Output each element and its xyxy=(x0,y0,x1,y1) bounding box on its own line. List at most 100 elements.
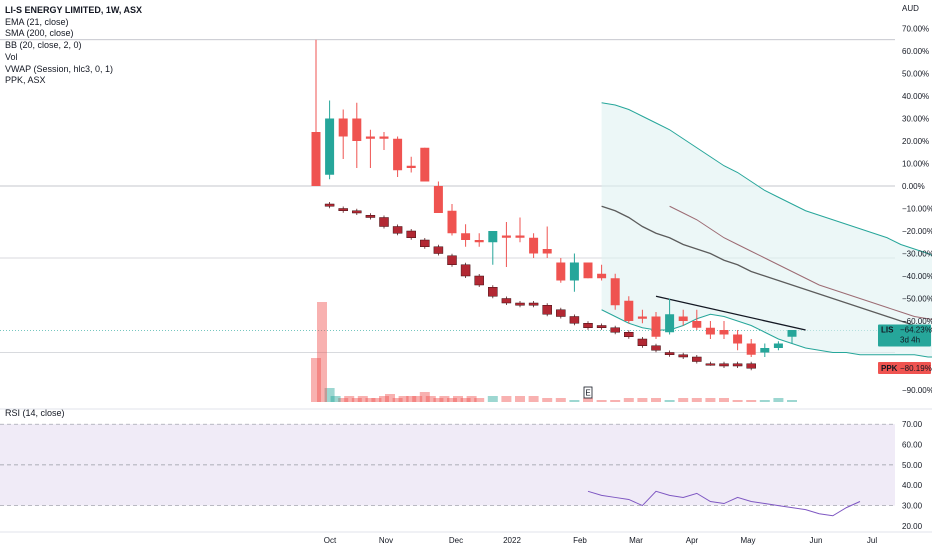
volume-bar xyxy=(515,396,525,402)
volume-bar xyxy=(555,398,566,402)
volume-bar xyxy=(542,398,553,402)
ppk-candle-body xyxy=(515,302,525,306)
rsi-axis-tick: 60.00 xyxy=(902,441,923,450)
volume-bar xyxy=(433,398,444,402)
rsi-legend[interactable]: RSI (14, close) xyxy=(5,408,65,418)
volume-bar xyxy=(501,396,512,402)
volume-bar xyxy=(651,398,661,402)
ppk-candle-body xyxy=(420,239,430,247)
ppk-candle-body xyxy=(488,287,498,297)
ppk-tag-symbol: PPK xyxy=(881,364,898,373)
lis-candle-body xyxy=(365,136,375,139)
legend-ppk[interactable]: PPK, ASX xyxy=(5,75,46,86)
volume-bar xyxy=(705,398,716,402)
legend-ema[interactable]: EMA (21, close) xyxy=(5,16,69,27)
ppk-candle-body xyxy=(447,255,457,265)
volume-bar xyxy=(474,398,485,402)
rsi-axis-tick: 40.00 xyxy=(902,481,923,490)
bollinger-band-fill xyxy=(601,102,932,357)
ppk-candle-body xyxy=(637,338,648,346)
ppk-candle-body xyxy=(719,363,729,367)
ppk-candle-body xyxy=(338,208,348,211)
legend-sma[interactable]: SMA (200, close) xyxy=(5,28,74,39)
volume-bar xyxy=(787,400,797,402)
ppk-candle-body xyxy=(664,352,675,355)
lis-candle-body xyxy=(705,327,715,335)
volume-bar xyxy=(406,396,417,402)
volume-bar xyxy=(596,400,607,402)
lis-candle-body xyxy=(501,235,511,238)
ppk-candle-body xyxy=(460,264,471,277)
lis-candle-body xyxy=(352,118,362,141)
lis-candle-body xyxy=(692,321,702,328)
price-axis-tick: 40.00% xyxy=(902,92,929,101)
volume-bar xyxy=(453,396,463,402)
ppk-candle-body xyxy=(583,323,593,328)
lis-tag-symbol: LIS xyxy=(881,326,894,335)
lis-candle-body xyxy=(678,316,688,321)
lis-candle-body xyxy=(379,136,389,139)
lis-candle-body xyxy=(583,262,593,279)
earnings-event-marker xyxy=(583,386,593,399)
sma-line xyxy=(669,205,932,320)
ppk-candle-body xyxy=(474,275,484,286)
lis-candle-body xyxy=(488,231,498,243)
trendline xyxy=(655,295,806,331)
volume-bar xyxy=(412,396,423,402)
rsi-line xyxy=(587,490,861,517)
lis-candle-body xyxy=(569,262,579,281)
time-axis-tick: Feb xyxy=(573,536,587,545)
lis-candle-body xyxy=(556,262,566,281)
legend-title[interactable]: LI-S ENERGY LIMITED, 1W, ASX xyxy=(5,5,143,15)
volume-bar xyxy=(691,398,702,402)
time-axis-tick: Nov xyxy=(379,536,393,545)
lis-candle-body xyxy=(773,343,783,348)
ppk-candle-body xyxy=(732,363,743,367)
lis-price-tag: LIS −64.23%3d 4h xyxy=(878,324,932,347)
ppk-candle-body xyxy=(365,215,376,218)
lis-candle-body xyxy=(637,316,647,319)
legend-bb[interactable]: BB (20, close, 2, 0) xyxy=(5,40,82,51)
ppk-candle-body xyxy=(705,363,716,366)
ppk-candle-body xyxy=(542,305,552,315)
volume-bar xyxy=(365,398,376,402)
volume-bar xyxy=(392,398,403,402)
volume-bar xyxy=(719,398,729,402)
volume-bar xyxy=(528,396,539,402)
ppk-candle-body xyxy=(433,246,444,254)
price-axis-tick: −40.00% xyxy=(902,272,932,281)
ppk-tag-box xyxy=(878,362,931,374)
lis-tag-value: −64.23% xyxy=(900,326,932,335)
lis-candle-body xyxy=(597,273,607,279)
ppk-candle-body xyxy=(651,345,661,351)
time-axis-tick: Apr xyxy=(686,536,699,545)
volume-bar xyxy=(466,396,477,402)
lis-candle-body xyxy=(746,343,756,355)
volume-bar xyxy=(583,398,593,402)
volume-bar xyxy=(678,398,689,402)
ppk-candle-body xyxy=(406,230,416,238)
price-axis-tick: 0.00% xyxy=(902,182,925,191)
time-axis-tick: May xyxy=(740,536,755,545)
rsi-axis-tick: 20.00 xyxy=(902,522,923,531)
ppk-candle-body xyxy=(692,356,702,362)
legend-vwap[interactable]: VWAP (Session, hlc3, 0, 1) xyxy=(5,63,114,74)
ppk-candle-body xyxy=(352,210,362,214)
volume-bar xyxy=(351,398,362,402)
price-axis-tick: 70.00% xyxy=(902,25,929,34)
ppk-candle-body xyxy=(528,302,539,306)
lis-tag-box xyxy=(878,324,931,347)
volume-bar xyxy=(419,392,430,402)
ppk-candle-body xyxy=(324,203,335,207)
time-axis-tick: Jul xyxy=(867,536,877,545)
earnings-event-label: E xyxy=(585,389,590,398)
time-axis-tick: 2022 xyxy=(503,536,521,545)
price-axis-tick: −10.00% xyxy=(902,205,932,214)
lis-candle-body xyxy=(406,165,416,168)
lis-candle-body xyxy=(787,330,797,337)
lis-candle-body xyxy=(529,237,539,254)
legend-vol[interactable]: Vol xyxy=(5,51,18,62)
lis-candle-body xyxy=(325,118,335,175)
volume-bar xyxy=(338,398,349,402)
